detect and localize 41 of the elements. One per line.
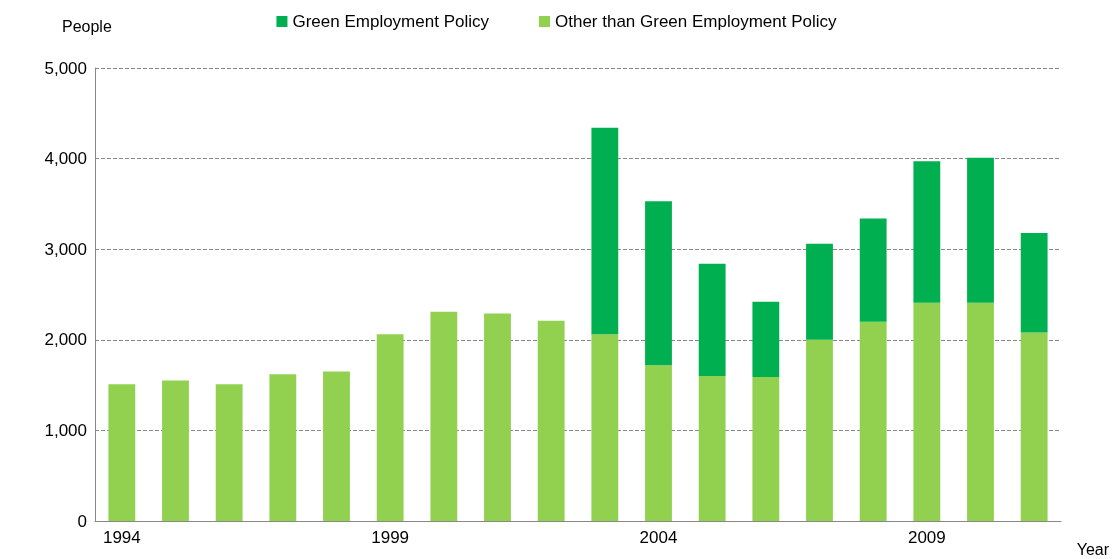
bar <box>913 161 941 303</box>
bar <box>1020 332 1048 521</box>
bar <box>752 376 780 521</box>
legend-label: Green Employment Policy <box>292 12 490 31</box>
y-tick-label: 2,000 <box>44 330 87 350</box>
bar <box>698 263 726 377</box>
bar <box>537 320 565 521</box>
bar <box>806 339 833 521</box>
bar <box>698 376 726 521</box>
bar <box>645 365 672 521</box>
bar <box>967 157 994 303</box>
y-axis-title: People <box>62 17 112 35</box>
bar <box>591 334 619 521</box>
bar <box>108 384 136 521</box>
bar <box>967 302 994 521</box>
x-tick-label: 1999 <box>371 528 410 547</box>
bar <box>323 371 350 521</box>
bar <box>376 334 404 521</box>
bar <box>215 384 243 521</box>
bar <box>591 127 619 335</box>
bar <box>752 301 780 377</box>
bar <box>913 302 941 521</box>
x-tick-label: 2009 <box>907 528 946 547</box>
bar <box>859 218 887 322</box>
legend-label: Other than Green Employment Policy <box>554 12 838 31</box>
bar <box>269 374 297 521</box>
x-axis-title: Year <box>1076 540 1110 558</box>
bar <box>430 311 458 521</box>
y-tick-label: 5,000 <box>44 58 87 78</box>
y-tick-label: 4,000 <box>44 149 87 169</box>
bar <box>484 313 511 521</box>
y-tick-label: 1,000 <box>44 420 87 440</box>
x-tick-label: 1994 <box>102 528 141 547</box>
bar <box>806 243 833 340</box>
y-tick-label: 0 <box>77 511 87 531</box>
x-tick-label: 2004 <box>639 528 678 547</box>
bar <box>859 321 887 521</box>
y-tick-label: 3,000 <box>44 239 87 259</box>
bar <box>1020 232 1048 333</box>
bar <box>645 201 672 366</box>
bar <box>162 380 189 521</box>
